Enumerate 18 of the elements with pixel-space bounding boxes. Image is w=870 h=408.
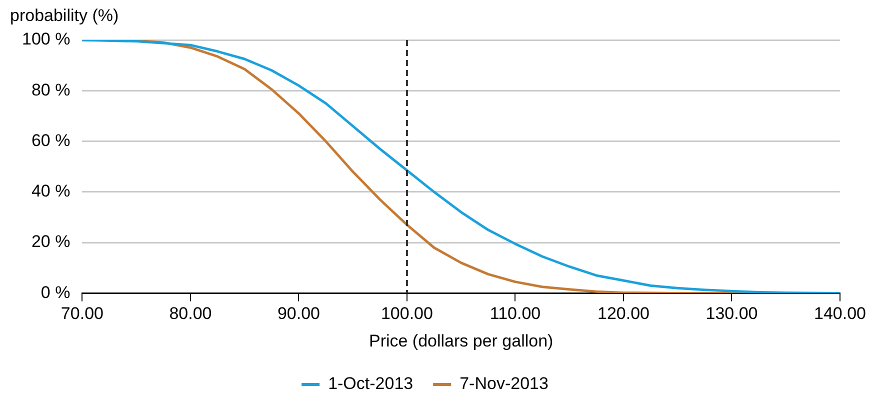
y-tick-label: 20 % [31,232,70,252]
x-tick-label: 140.00 [814,304,866,324]
y-tick-label: 40 % [31,182,70,201]
legend-label: 7-Nov-2013 [460,374,548,394]
y-tick-label: 60 % [31,130,70,150]
y-tick-label: 80 % [31,80,70,100]
x-tick-label: 130.00 [706,304,758,324]
x-tick-label: 80.00 [169,304,212,324]
y-axis-title: probability (%) [10,6,119,26]
x-tick-label: 90.00 [277,304,320,324]
x-tick-label: 110.00 [490,304,541,324]
y-tick-label: 100 % [22,30,70,49]
x-axis-title: Price (dollars per gallon) [368,331,554,350]
x-tick-label: 100.00 [380,304,433,324]
legend-label: 1-Oct-2013 [328,374,414,394]
x-tick-label: 70.00 [60,304,104,324]
x-tick-label: 120.00 [597,304,650,324]
y-tick-label: 0 % [40,282,70,302]
